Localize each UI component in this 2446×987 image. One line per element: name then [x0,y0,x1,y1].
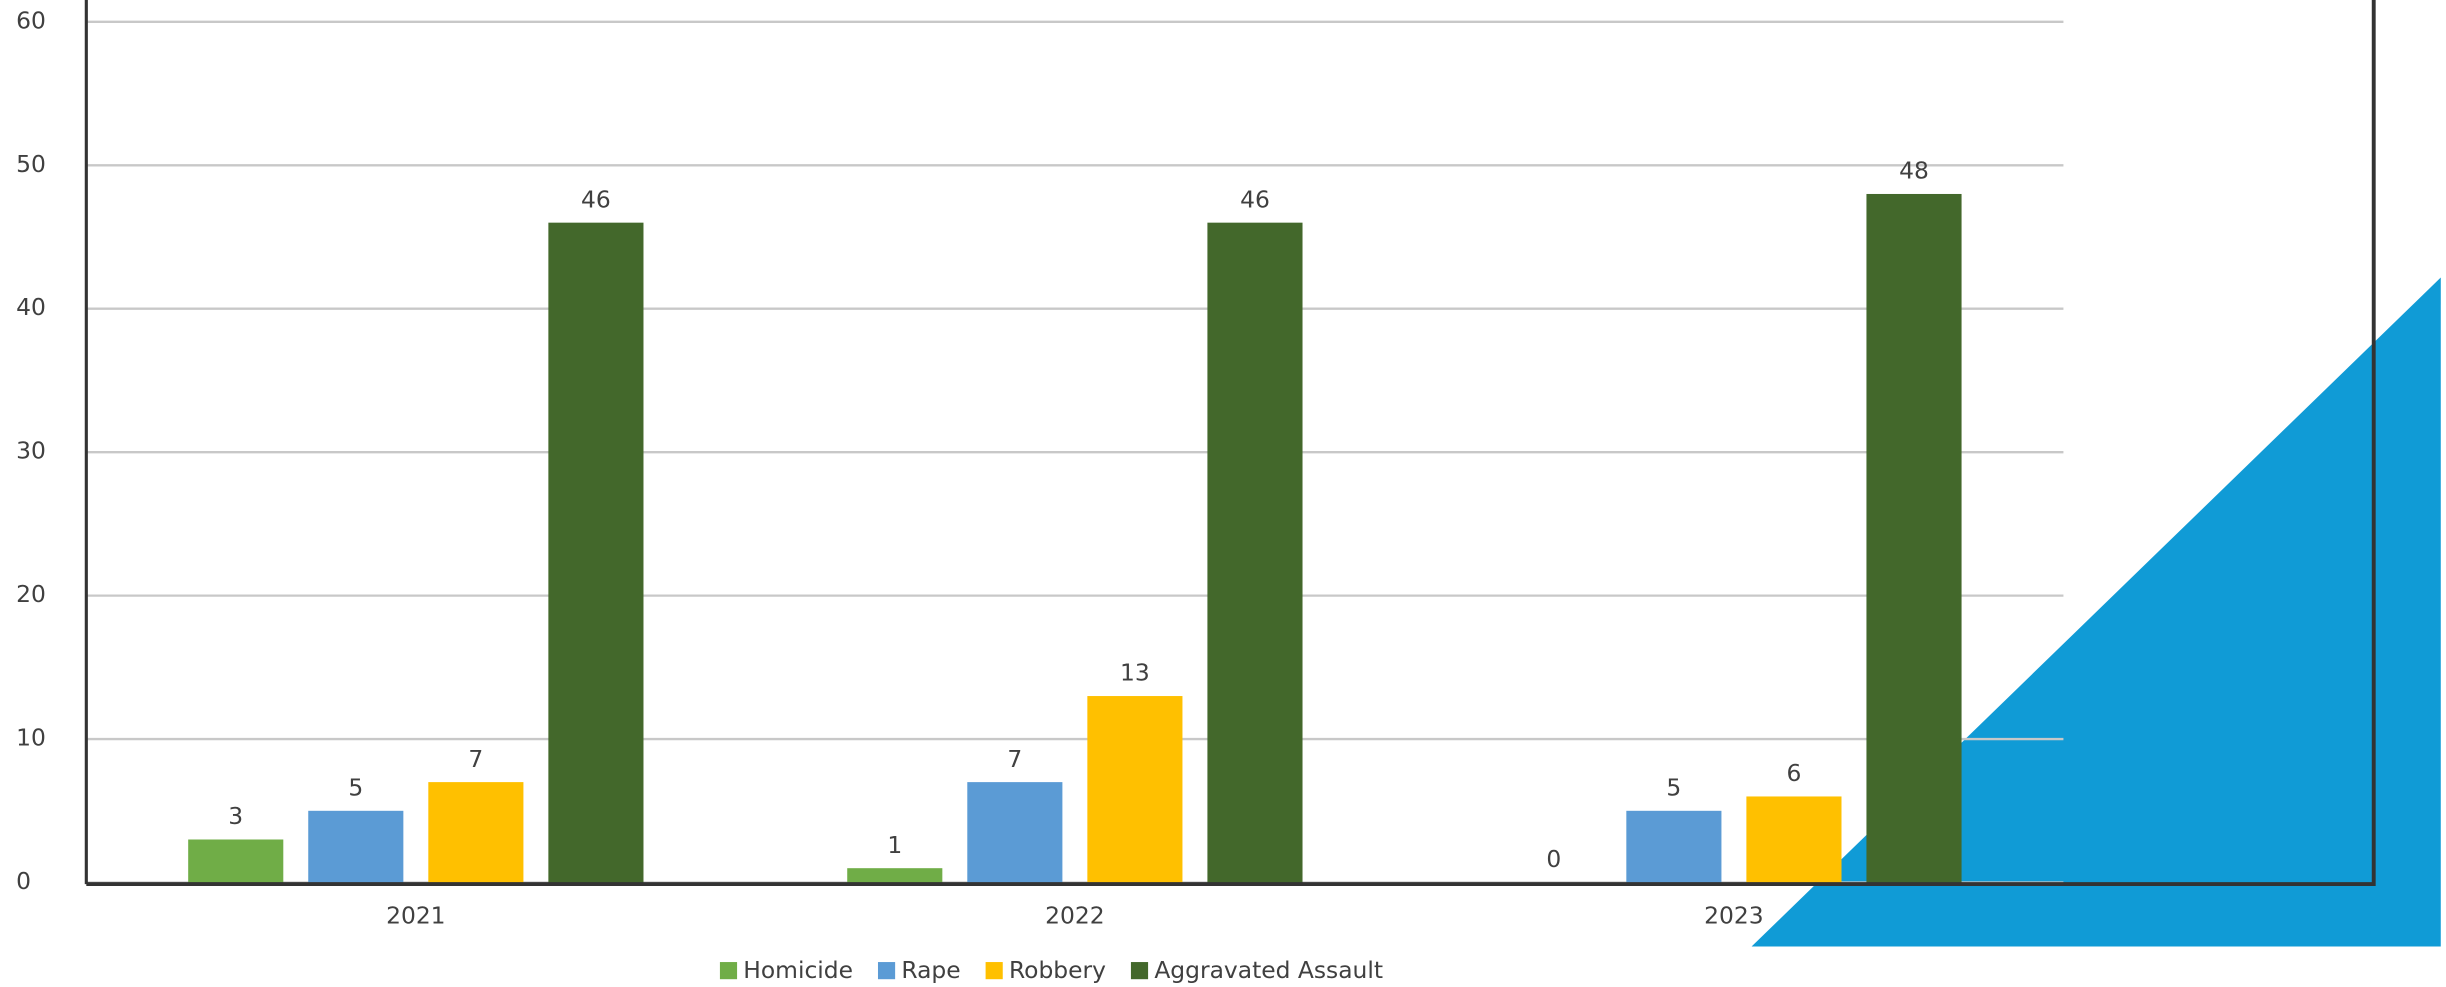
data-label: 1 [887,831,902,859]
data-label: 7 [468,745,483,773]
y-tick-label: 30 [16,437,46,465]
data-label: 7 [1007,745,1022,773]
y-tick-label: 20 [16,580,46,608]
marks: 2021 3 5 7 46 2022 1 7 13 46 2023 0 5 6 48 [188,157,1962,929]
legend-label: Homicide [743,956,853,984]
legend-swatch [719,962,738,980]
frame [86,0,2376,887]
legend-label: Aggravated Assault [1154,956,1383,984]
y-tick-label: 60 [16,6,46,34]
bar [1866,193,1962,883]
data-label: 0 [1546,845,1561,873]
bar [1626,810,1722,883]
bar [548,222,644,883]
data-label: 3 [228,802,243,830]
y-tick-label: 10 [16,724,46,752]
y-tick-label: 0 [16,867,31,895]
data-label: 5 [1666,773,1681,801]
decorative-triangle [1751,277,2441,947]
bar [967,782,1063,883]
bar [847,868,943,883]
data-label: 48 [1899,157,1929,185]
data-label: 6 [1787,759,1802,787]
legend-item: Robbery [985,956,1106,984]
legend-label: Rape [901,956,960,984]
legend-swatch [1130,962,1149,980]
legend-item: Homicide [719,956,853,984]
bar [1207,222,1303,883]
x-tick-label: 2023 [1704,901,1764,929]
legend-item: Rape [877,956,961,984]
bar [308,810,404,883]
y-tick-label: 40 [16,293,46,321]
x-tick-label: 2022 [1045,901,1105,929]
data-label: 5 [348,773,363,801]
legend-label: Robbery [1009,956,1106,984]
legend-item: Aggravated Assault [1130,956,1383,984]
legend: Homicide Rape Robbery Aggravated Assault [719,956,1383,984]
data-label: 46 [1240,185,1270,213]
bar [1087,696,1183,883]
x-tick-label: 2021 [386,901,446,929]
data-label: 13 [1120,659,1150,687]
legend-swatch [985,962,1003,980]
bar [1746,796,1842,883]
bar [188,839,284,883]
legend-swatch [877,962,896,980]
y-tick-label: 50 [16,150,46,178]
data-label: 46 [581,185,611,213]
bar [428,782,524,883]
